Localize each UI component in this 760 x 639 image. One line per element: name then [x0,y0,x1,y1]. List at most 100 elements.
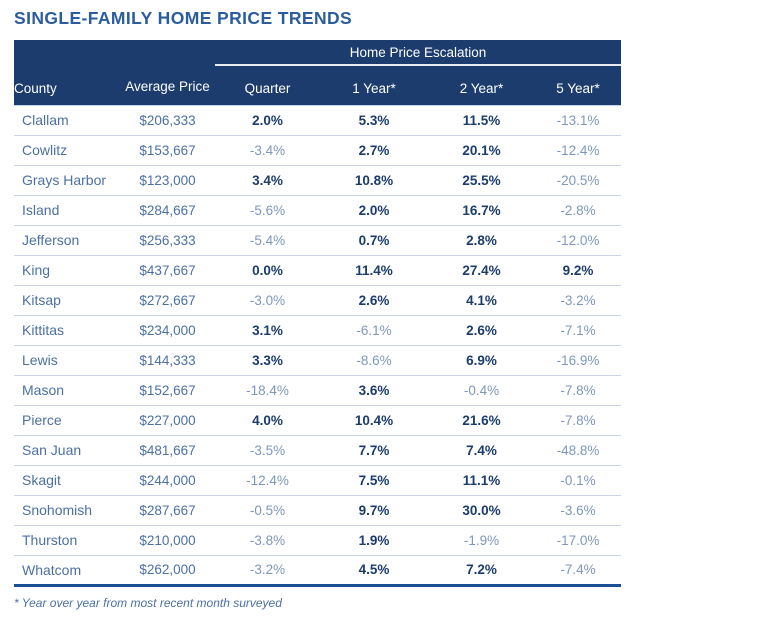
two-year-cell: 6.9% [466,352,497,368]
quarter-cell: 2.0% [252,112,283,128]
county-cell: Jefferson [22,232,80,248]
one-year-cell: 7.7% [358,442,390,458]
quarter-cell: -5.4% [249,232,286,248]
table-row: San Juan $481,667 -3.5% 7.7% 7.4% -48.8% [14,435,621,465]
avg-price-cell: $287,667 [139,502,196,518]
county-cell: Kitsap [22,292,61,308]
one-year-cell: -8.6% [356,352,392,368]
one-year-cell: 10.8% [354,172,394,188]
county-cell: Whatcom [22,561,82,578]
two-year-cell: 2.6% [466,322,497,338]
five-year-cell: -7.1% [560,322,596,338]
county-cell: Mason [22,382,65,398]
two-year-cell: 4.1% [466,292,497,308]
col-header-quarter: Quarter [215,65,320,105]
avg-price-cell: $234,000 [139,322,196,338]
quarter-cell: -3.4% [249,142,286,158]
quarter-cell: -3.2% [249,562,286,577]
five-year-cell: -3.2% [560,292,596,308]
avg-price-cell: $437,667 [139,262,196,278]
five-year-cell: -7.4% [560,562,596,577]
table-row: Kitsap $272,667 -3.0% 2.6% 4.1% -3.2% [14,285,621,315]
quarter-cell: -5.6% [249,202,286,218]
quarter-cell: -0.5% [249,502,286,518]
table-row: Cowlitz $153,667 -3.4% 2.7% 20.1% -12.4% [14,135,621,165]
quarter-cell: -3.0% [249,292,286,308]
table-row: Grays Harbor $123,000 3.4% 10.8% 25.5% -20.5% [14,165,621,195]
avg-price-cell: $206,333 [139,112,196,128]
quarter-cell: -3.5% [249,442,286,458]
avg-price-cell: $262,000 [139,562,196,577]
avg-price-cell: $152,667 [139,382,196,398]
county-cell: Island [22,202,60,218]
footnote: * Year over year from most recent month … [14,595,282,610]
one-year-cell: 0.7% [358,232,390,248]
county-cell: Lewis [22,352,58,368]
two-year-cell: 16.7% [462,202,501,218]
avg-price-cell: $284,667 [139,202,196,218]
five-year-cell: -17.0% [556,532,600,548]
avg-price-cell: $227,000 [139,412,196,428]
five-year-cell: -48.8% [556,442,600,458]
table-body: Clallam $206,333 2.0% 5.3% 11.5% -13.1% Cowlit… [14,105,621,585]
quarter-cell: 3.3% [252,352,283,368]
avg-price-cell: $153,667 [139,142,196,158]
five-year-cell: -2.8% [560,202,596,218]
table-row: Jefferson $256,333 -5.4% 0.7% 2.8% -12.0% [14,225,621,255]
table-row: Whatcom $262,000 -3.2% 4.5% 7.2% -7.4% [14,555,621,585]
two-year-cell: 30.0% [462,502,501,518]
one-year-cell: 11.4% [355,262,393,278]
header-spacer [14,40,215,65]
one-year-cell: 7.5% [358,472,390,488]
five-year-cell: -12.4% [556,142,600,158]
col-header-5-year: 5 Year* [535,65,621,105]
two-year-cell: 20.1% [462,142,501,158]
quarter-cell: 3.1% [252,322,283,338]
table-row: Lewis $144,333 3.3% -8.6% 6.9% -16.9% [14,345,621,375]
table-header: Home Price Escalation County Average Pri… [14,40,621,105]
col-header-county: County [14,65,120,105]
col-header-2-year: 2 Year* [428,65,535,105]
two-year-cell: 25.5% [462,172,501,188]
county-cell: Snohomish [22,502,93,518]
quarter-cell: -3.8% [249,532,286,548]
avg-price-cell: $481,667 [139,442,196,458]
county-cell: King [22,262,51,278]
five-year-cell: -13.1% [556,112,600,128]
one-year-cell: 9.7% [358,502,390,518]
one-year-cell: 1.9% [358,532,390,548]
group-header-row: Home Price Escalation [14,40,621,66]
report-section: SINGLE-FAMILY HOME PRICE TRENDS Home Pri… [14,8,621,610]
two-year-cell: -0.4% [463,382,500,398]
quarter-cell: 3.4% [252,172,283,188]
table-row: Kittitas $234,000 3.1% -6.1% 2.6% -7.1% [14,315,621,345]
five-year-cell: -0.1% [560,472,596,488]
quarter-cell: 4.0% [252,412,283,428]
one-year-cell: 2.7% [358,142,390,158]
avg-price-cell: $272,667 [139,292,196,308]
avg-price-cell: $123,000 [139,172,196,188]
column-header-row: County Average Price Quarter 1 Year* 2 Y… [14,65,621,105]
two-year-cell: 21.6% [462,412,501,428]
one-year-cell: 3.6% [358,382,390,398]
two-year-cell: 11.1% [462,472,501,488]
two-year-cell: 7.2% [466,562,497,577]
five-year-cell: -3.6% [560,502,596,518]
five-year-cell: -7.8% [560,382,596,398]
avg-price-cell: $144,333 [139,352,196,368]
table-row: King $437,667 0.0% 11.4% 27.4% 9.2% [14,255,621,285]
one-year-cell: 4.5% [358,562,390,577]
col-header-1-year: 1 Year* [320,65,428,105]
five-year-cell: -16.9% [556,352,600,368]
five-year-cell: 9.2% [562,262,594,278]
table-row: Snohomish $287,667 -0.5% 9.7% 30.0% -3.6% [14,495,621,525]
county-cell: Skagit [22,472,61,488]
table-row: Island $284,667 -5.6% 2.0% 16.7% -2.8% [14,195,621,225]
home-price-trends-table: Home Price Escalation County Average Pri… [14,40,621,587]
col-header-average-price: Average Price [120,65,215,105]
two-year-cell: 27.4% [462,262,501,278]
avg-price-cell: $210,000 [139,532,196,548]
county-cell: Clallam [22,112,69,128]
five-year-cell: -20.5% [556,172,600,188]
quarter-cell: -18.4% [246,382,289,398]
